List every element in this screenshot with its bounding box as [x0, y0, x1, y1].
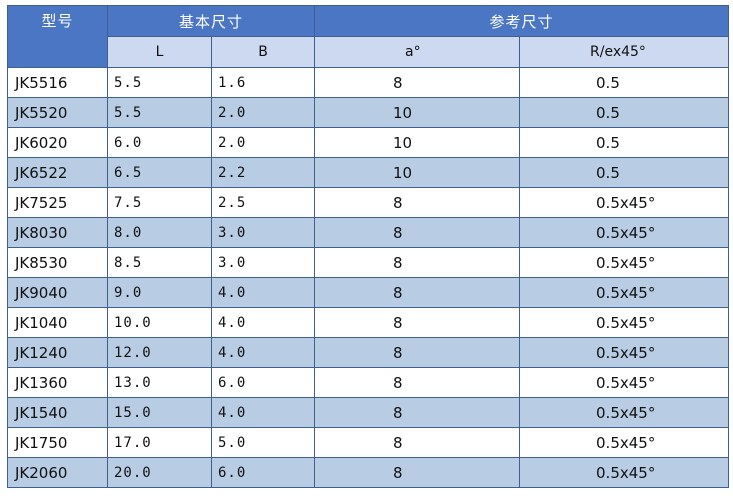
r-cell: 0.5x45°	[519, 337, 730, 368]
table-wrapper: 型号 基本尺寸 参考尺寸 L B a° R/ex45° JK5516 5.5 1…	[7, 5, 730, 488]
b-cell: 4.0	[210, 397, 316, 428]
r-cell: 0.5	[519, 157, 730, 188]
a-cell: 8	[314, 277, 521, 308]
b-cell: 1.6	[210, 67, 316, 98]
l-cell: 10.0	[107, 307, 212, 338]
table-row: JK8530 8.5 3.0 8 0.5x45°	[7, 247, 730, 278]
r-column-header: R/ex45°	[519, 36, 730, 68]
l-cell: 6.5	[107, 157, 212, 188]
b-cell: 3.0	[210, 217, 316, 248]
model-cell: JK6020	[7, 127, 108, 158]
model-cell: JK9040	[7, 277, 108, 308]
r-cell: 0.5x45°	[519, 277, 730, 308]
table-row: JK1540 15.0 4.0 8 0.5x45°	[7, 397, 730, 428]
l-cell: 8.5	[107, 247, 212, 278]
r-cell: 0.5x45°	[519, 397, 730, 428]
model-cell: JK5516	[7, 67, 108, 98]
a-cell: 8	[314, 247, 521, 278]
model-cell: JK7525	[7, 187, 108, 218]
l-cell: 7.5	[107, 187, 212, 218]
b-cell: 6.0	[210, 457, 316, 488]
model-cell: JK8530	[7, 247, 108, 278]
model-cell: JK8030	[7, 217, 108, 248]
r-cell: 0.5	[519, 67, 730, 98]
r-cell: 0.5	[519, 97, 730, 128]
reference-dimensions-header: 参考尺寸	[314, 5, 730, 37]
b-column-header: B	[210, 36, 316, 68]
table-row: JK6020 6.0 2.0 10 0.5	[7, 127, 730, 158]
r-cell: 0.5x45°	[519, 427, 730, 458]
a-cell: 8	[314, 307, 521, 338]
table-row: JK2060 20.0 6.0 8 0.5x45°	[7, 457, 730, 488]
a-cell: 10	[314, 157, 521, 188]
b-cell: 2.5	[210, 187, 316, 218]
l-cell: 15.0	[107, 397, 212, 428]
a-cell: 8	[314, 337, 521, 368]
b-cell: 5.0	[210, 427, 316, 458]
b-cell: 4.0	[210, 337, 316, 368]
l-cell: 6.0	[107, 127, 212, 158]
l-cell: 17.0	[107, 427, 212, 458]
a-cell: 8	[314, 67, 521, 98]
table-header: 型号 基本尺寸 参考尺寸 L B a° R/ex45°	[7, 5, 730, 68]
table-row: JK1040 10.0 4.0 8 0.5x45°	[7, 307, 730, 338]
b-cell: 4.0	[210, 277, 316, 308]
table-row: JK9040 9.0 4.0 8 0.5x45°	[7, 277, 730, 308]
table-row: JK6522 6.5 2.2 10 0.5	[7, 157, 730, 188]
table-body: JK5516 5.5 1.6 8 0.5 JK5520 5.5 2.0 10 0…	[7, 67, 730, 488]
model-cell: JK1540	[7, 397, 108, 428]
table-row: JK1750 17.0 5.0 8 0.5x45°	[7, 427, 730, 458]
a-cell: 8	[314, 187, 521, 218]
l-cell: 12.0	[107, 337, 212, 368]
b-cell: 2.0	[210, 127, 316, 158]
model-cell: JK1240	[7, 337, 108, 368]
header-row-1: 型号 基本尺寸 参考尺寸	[7, 5, 730, 68]
r-cell: 0.5x45°	[519, 457, 730, 488]
table-row: JK5520 5.5 2.0 10 0.5	[7, 97, 730, 128]
l-cell: 20.0	[107, 457, 212, 488]
a-column-header: a°	[314, 36, 521, 68]
l-cell: 9.0	[107, 277, 212, 308]
b-cell: 2.0	[210, 97, 316, 128]
r-cell: 0.5x45°	[519, 307, 730, 338]
b-cell: 4.0	[210, 307, 316, 338]
model-cell: JK6522	[7, 157, 108, 188]
a-cell: 10	[314, 97, 521, 128]
model-cell: JK2060	[7, 457, 108, 488]
l-column-header: L	[107, 36, 212, 68]
model-cell: JK1360	[7, 367, 108, 398]
table-row: JK5516 5.5 1.6 8 0.5	[7, 67, 730, 98]
r-cell: 0.5x45°	[519, 217, 730, 248]
dimensions-table: 型号 基本尺寸 参考尺寸 L B a° R/ex45° JK5516 5.5 1…	[7, 5, 730, 488]
b-cell: 2.2	[210, 157, 316, 188]
basic-dimensions-header: 基本尺寸	[106, 5, 316, 37]
a-cell: 10	[314, 127, 521, 158]
b-cell: 3.0	[210, 247, 316, 278]
r-cell: 0.5x45°	[519, 367, 730, 398]
a-cell: 8	[314, 457, 521, 488]
model-header: 型号	[7, 5, 108, 68]
l-cell: 5.5	[107, 67, 212, 98]
r-cell: 0.5x45°	[519, 247, 730, 278]
model-cell: JK5520	[7, 97, 108, 128]
table-row: JK1360 13.0 6.0 8 0.5x45°	[7, 367, 730, 398]
r-cell: 0.5x45°	[519, 187, 730, 218]
l-cell: 13.0	[107, 367, 212, 398]
table-row: JK7525 7.5 2.5 8 0.5x45°	[7, 187, 730, 218]
b-cell: 6.0	[210, 367, 316, 398]
a-cell: 8	[314, 367, 521, 398]
table-row: JK8030 8.0 3.0 8 0.5x45°	[7, 217, 730, 248]
l-cell: 8.0	[107, 217, 212, 248]
r-cell: 0.5	[519, 127, 730, 158]
model-cell: JK1750	[7, 427, 108, 458]
header-row-2: L B a° R/ex45°	[8, 36, 730, 68]
l-cell: 5.5	[107, 97, 212, 128]
a-cell: 8	[314, 217, 521, 248]
table-row: JK1240 12.0 4.0 8 0.5x45°	[7, 337, 730, 368]
model-cell: JK1040	[7, 307, 108, 338]
a-cell: 8	[314, 397, 521, 428]
a-cell: 8	[314, 427, 521, 458]
